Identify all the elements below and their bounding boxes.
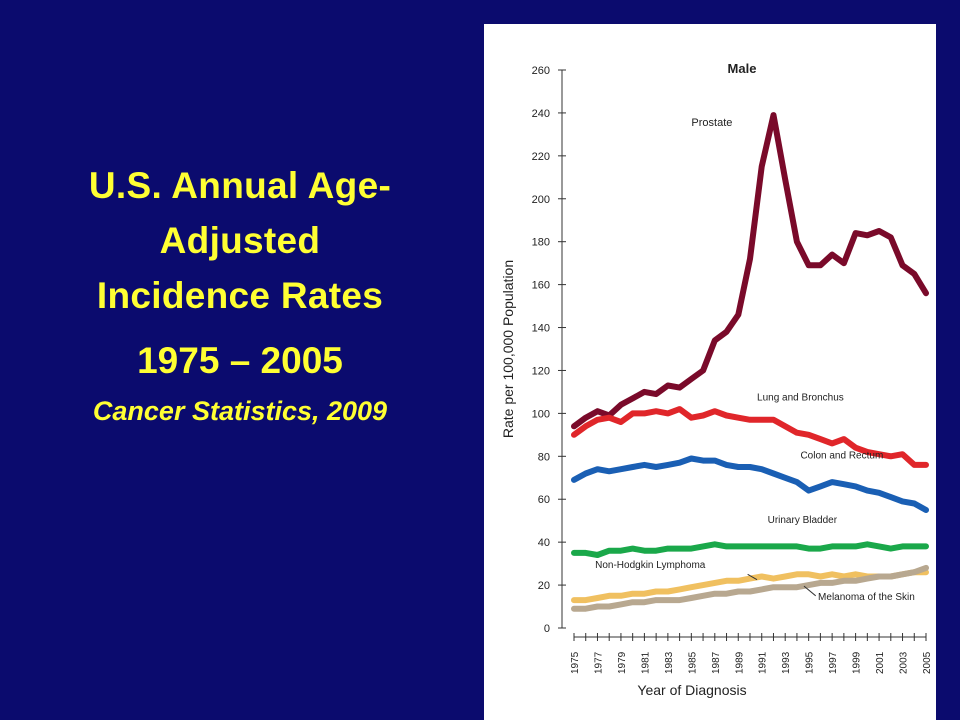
x-tick-label: 1993	[781, 651, 792, 674]
y-tick-label: 100	[532, 408, 550, 420]
series-line-colon-and-rectum	[571, 455, 929, 513]
y-tick-label: 140	[532, 323, 550, 335]
y-tick-label: 260	[532, 65, 550, 77]
y-tick-label: 80	[538, 451, 550, 463]
x-tick-label: 2001	[875, 651, 886, 674]
melanoma-leader-line	[803, 585, 817, 597]
x-tick-label: 1983	[664, 651, 675, 674]
x-tick-label: 1995	[805, 651, 816, 674]
x-tick-label: 2003	[899, 651, 910, 674]
x-tick-label: 1979	[617, 651, 628, 674]
x-tick-label: 1999	[852, 651, 863, 674]
series-line-lung-and-bronchus	[571, 406, 929, 468]
slide-title-line-2: Adjusted	[159, 220, 321, 261]
y-tick-label: 200	[532, 194, 550, 206]
slide-year-range: 1975 – 2005	[137, 340, 343, 381]
y-tick-label: 220	[532, 151, 550, 163]
x-tick-label: 1991	[758, 651, 769, 674]
incidence-line-chart: 0 20 40 60 80 100 120 140 160 180 200 220 240 260 1975…	[500, 61, 933, 698]
y-axis-label: Rate per 100,000 Population	[500, 260, 516, 438]
y-tick-label: 120	[532, 365, 550, 377]
chart-panel: 0 20 40 60 80 100 120 140 160 180 200 220 240 260 1975…	[484, 24, 936, 720]
y-tick-label: 160	[532, 280, 550, 292]
x-tick-label: 1987	[711, 651, 722, 674]
x-tick-label: 2005	[922, 651, 933, 674]
series-label-melanoma-of-the-skin: Melanoma of the Skin	[818, 592, 915, 603]
x-tick-label: 1985	[687, 651, 698, 674]
y-tick-label: 0	[544, 623, 550, 635]
y-tick-label: 20	[538, 580, 550, 592]
y-tick-label: 240	[532, 108, 550, 120]
series-line-urinary-bladder	[571, 541, 929, 558]
slide-title-block: U.S. Annual Age- Adjusted Incidence Rate…	[10, 158, 470, 427]
y-tick-label: 60	[538, 494, 550, 506]
slide-source: Cancer Statistics, 2009	[92, 396, 388, 426]
y-tick-label: 180	[532, 237, 550, 249]
x-axis-label: Year of Diagnosis	[637, 682, 746, 698]
series-label-non-hodgkin-lymphoma: Non-Hodgkin Lymphoma	[595, 560, 706, 571]
x-tick-label: 1975	[570, 651, 581, 674]
y-tick-label: 40	[538, 537, 550, 549]
x-tick-label: 1977	[593, 651, 604, 674]
series-label-urinary-bladder: Urinary Bladder	[768, 515, 838, 526]
slide-title-line-1: U.S. Annual Age-	[88, 165, 392, 206]
x-tick-label: 1981	[640, 651, 651, 674]
series-line-melanoma-of-the-skin	[571, 564, 929, 612]
slide-title: U.S. Annual Age- Adjusted Incidence Rate…	[10, 158, 470, 323]
x-tick-label: 1997	[828, 651, 839, 674]
series-label-prostate: Prostate	[691, 117, 732, 129]
series-label-lung-and-bronchus: Lung and Bronchus	[757, 393, 844, 404]
chart-title: Male	[728, 61, 757, 76]
x-tick-label: 1989	[734, 651, 745, 674]
slide-title-line-3: Incidence Rates	[96, 275, 384, 316]
nhl-leader-line	[747, 573, 758, 581]
series-line-prostate	[571, 112, 929, 430]
series-label-colon-and-rectum: Colon and Rectum	[800, 450, 883, 461]
